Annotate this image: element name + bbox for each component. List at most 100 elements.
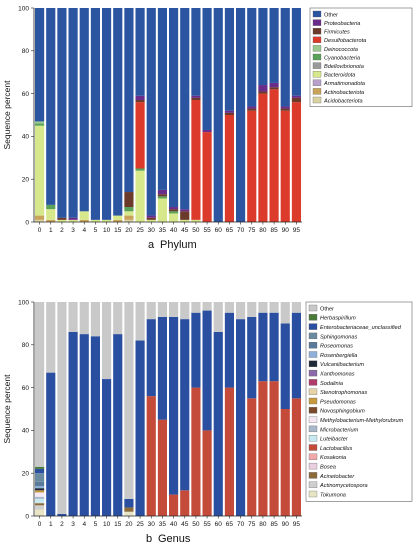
- bar-segment: [291, 8, 301, 96]
- bar-segment: [68, 302, 78, 332]
- legend-swatch: [312, 45, 322, 52]
- x-tick-label: 5: [94, 521, 98, 528]
- bar-segment: [35, 496, 45, 499]
- panel-letter: a: [148, 239, 155, 251]
- bar-segment: [280, 409, 290, 516]
- bar-segment: [258, 381, 268, 516]
- y-tick-label: 40: [22, 134, 30, 141]
- legend-label: Actinomycetospora: [319, 483, 368, 489]
- y-axis-label: Sequence percent: [2, 374, 12, 444]
- bar-segment: [157, 419, 167, 516]
- legend-swatch: [308, 435, 318, 442]
- x-tick-label: 60: [215, 521, 223, 528]
- y-tick-label: 80: [22, 342, 30, 349]
- x-tick-label: 5: [94, 227, 98, 234]
- bar-segment: [291, 398, 301, 516]
- bar-segment: [180, 8, 190, 210]
- legend-label: Herbaspirillum: [320, 316, 356, 322]
- x-tick-label: 4: [82, 227, 86, 234]
- bar-segment: [35, 466, 45, 469]
- bar-segment: [79, 302, 89, 335]
- bar-segment: [157, 196, 167, 199]
- bar-segment: [35, 498, 45, 504]
- bar-segment: [146, 219, 156, 222]
- bar-segment: [113, 219, 123, 222]
- bar-segment: [102, 8, 112, 220]
- legend-label: Desulfobacterota: [324, 38, 366, 44]
- y-tick-label: 60: [22, 91, 30, 98]
- x-tick-label: 1: [49, 521, 53, 528]
- x-tick-label: 15: [114, 227, 122, 234]
- legend-label: Other: [320, 306, 334, 312]
- bar-segment: [79, 8, 89, 212]
- x-tick-label: 2: [60, 521, 64, 528]
- bar-segment: [247, 316, 257, 399]
- legend-swatch: [308, 314, 318, 321]
- x-tick-label: 30: [148, 227, 156, 234]
- bar-segment: [236, 8, 246, 222]
- bar-segment: [180, 211, 190, 220]
- panel-caption: Phylum: [160, 239, 197, 251]
- legend-label: Roseomonas: [320, 344, 353, 350]
- legend-label: Acinetobacter: [319, 474, 355, 480]
- bar-segment: [35, 123, 45, 126]
- bar-segment: [35, 492, 45, 497]
- legend-swatch: [312, 62, 322, 69]
- y-tick-label: 0: [25, 513, 29, 520]
- bar-segment: [213, 302, 223, 332]
- bar-segment: [291, 102, 301, 222]
- x-tick-label: 80: [259, 521, 267, 528]
- legend-swatch: [312, 96, 322, 104]
- bar-segment: [157, 316, 167, 420]
- y-tick-label: 100: [18, 5, 29, 12]
- x-tick-label: 90: [282, 521, 290, 528]
- bar-segment: [113, 334, 123, 516]
- legend-swatch: [312, 28, 322, 35]
- bar-segment: [90, 8, 100, 220]
- legend-label: Armatimonadota: [323, 81, 365, 87]
- x-tick-label: 70: [237, 521, 245, 528]
- bar-segment: [57, 219, 67, 222]
- bar-segment: [191, 302, 201, 313]
- bar-segment: [180, 490, 190, 516]
- bar-segment: [169, 209, 179, 212]
- bar-segment: [79, 211, 89, 220]
- x-tick-label: 25: [136, 227, 144, 234]
- bar-segment: [224, 312, 234, 388]
- legend-swatch: [308, 462, 318, 470]
- bar-segment: [191, 8, 201, 96]
- x-tick-label: 4: [82, 521, 86, 528]
- x-tick-label: 15: [114, 521, 122, 528]
- bar-segment: [157, 189, 167, 195]
- legend-swatch: [308, 416, 318, 423]
- bar-segment: [113, 8, 123, 216]
- x-tick-label: 45: [181, 227, 189, 234]
- legend-label: Pseudomonas: [320, 399, 356, 405]
- bar-segment: [35, 486, 45, 489]
- x-tick-label: 3: [71, 521, 75, 528]
- bar-segment: [169, 302, 179, 317]
- bar-segment: [46, 219, 56, 222]
- panel-caption: Genus: [158, 533, 191, 545]
- bar-segment: [247, 110, 257, 222]
- legend-label: Microbacterium: [320, 427, 359, 433]
- bar-segment: [224, 115, 234, 222]
- bar-segment: [79, 219, 89, 222]
- x-tick-label: 50: [192, 227, 200, 234]
- bar-segment: [68, 217, 78, 220]
- legend-swatch: [312, 53, 322, 61]
- legend-swatch: [308, 379, 318, 386]
- legend-swatch: [308, 481, 318, 488]
- legend-swatch: [312, 19, 322, 26]
- bar-segment: [35, 219, 45, 222]
- bar-segment: [102, 302, 112, 380]
- bar-segment: [258, 312, 268, 382]
- bar-segment: [280, 108, 290, 111]
- x-tick-label: 0: [38, 521, 42, 528]
- bar-segment: [247, 108, 257, 111]
- legend-swatch: [312, 36, 322, 43]
- bar-segment: [258, 85, 268, 92]
- legend-swatch: [308, 323, 318, 330]
